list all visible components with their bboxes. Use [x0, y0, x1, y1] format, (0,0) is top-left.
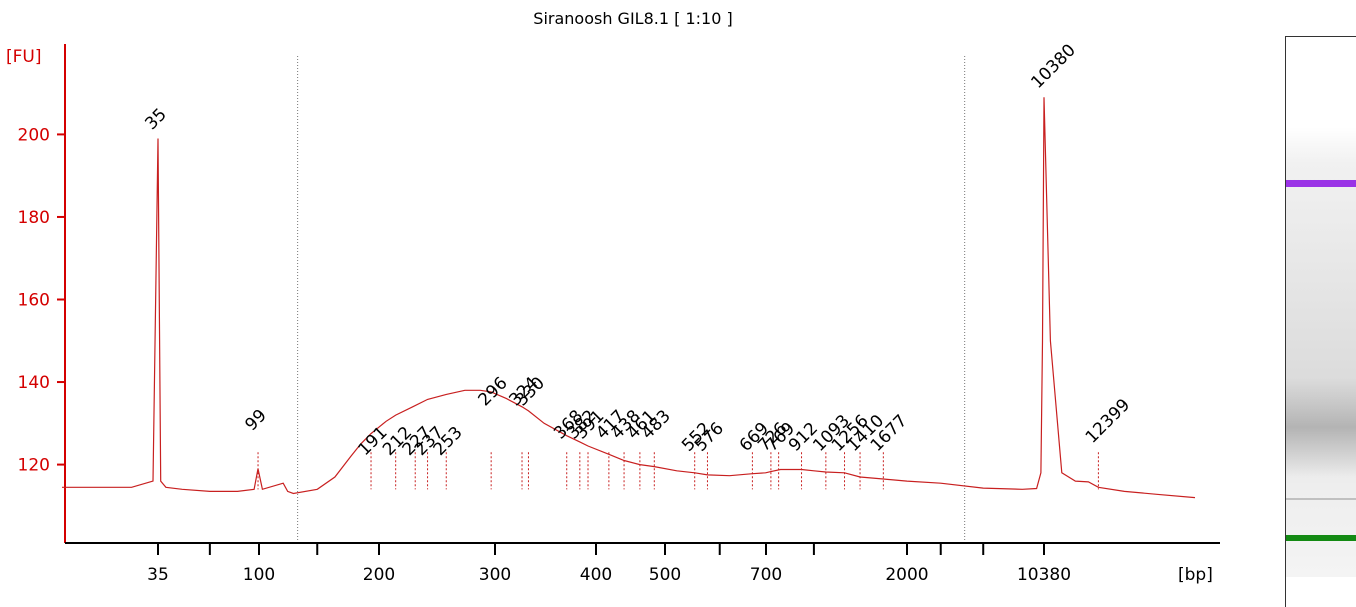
- region-marker-lines: [297, 56, 966, 543]
- x-tick-label: 10380: [1017, 565, 1071, 585]
- x-axis: 35 100 200 300 400 500 700 2000 10380: [65, 542, 1220, 585]
- x-tick-label: 2000: [885, 565, 928, 585]
- peak-labels: 3510380991912122272372532963243303683823…: [141, 40, 1134, 459]
- plot-area: [62, 97, 1196, 499]
- smear-band: [1286, 377, 1356, 477]
- marker-peak-label: 35: [141, 105, 170, 134]
- gel-background: [1286, 127, 1356, 577]
- peak-label: 296: [475, 373, 512, 410]
- gel-lane: [1285, 36, 1356, 607]
- x-tick-label: 300: [479, 565, 511, 585]
- lower-marker-band: [1286, 535, 1356, 541]
- x-tick-label: 200: [363, 565, 395, 585]
- y-tick-label: 180: [18, 208, 50, 228]
- peak-label: 99: [241, 406, 270, 435]
- y-tick-label: 120: [18, 456, 50, 476]
- y-tick-label: 160: [18, 291, 50, 311]
- y-axis-unit: [FU]: [6, 47, 42, 67]
- x-tick-label: 35: [147, 565, 169, 585]
- upper-marker-band: [1286, 180, 1356, 187]
- y-tick-label: 200: [18, 125, 50, 145]
- x-tick-label: 100: [243, 565, 275, 585]
- faint-band: [1286, 498, 1356, 500]
- y-tick-label: 140: [18, 373, 50, 393]
- y-axis: 120 140 160 180 200: [18, 44, 66, 543]
- x-tick-label: 700: [750, 565, 782, 585]
- peak-label: 12399: [1082, 395, 1134, 447]
- x-tick-label: 500: [649, 565, 681, 585]
- chart-title: Siranoosh GIL8.1 [ 1:10 ]: [533, 9, 732, 28]
- x-tick-label: 400: [580, 565, 612, 585]
- x-axis-unit: [bp]: [1178, 565, 1213, 585]
- electropherogram-chart: Siranoosh GIL8.1 [ 1:10 ] [FU] [bp] 1201…: [6, 9, 1220, 585]
- signal-trace: [62, 97, 1196, 499]
- marker-peak-label: 10380: [1027, 40, 1079, 92]
